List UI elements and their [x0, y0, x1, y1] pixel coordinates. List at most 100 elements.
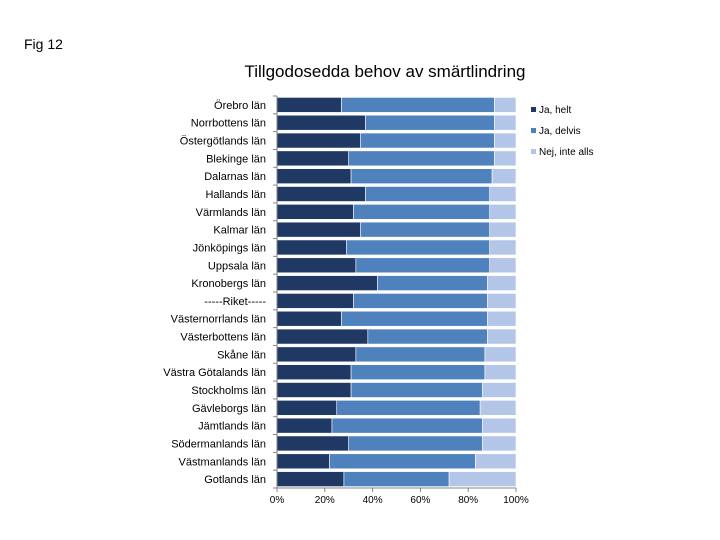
bar-segment-1-row-18 — [276, 400, 338, 416]
bar-segment-3-row-12 — [487, 293, 517, 309]
bar-segment-1-row-17 — [276, 382, 352, 398]
bar-segment-1-row-10 — [276, 257, 357, 274]
x-tick-label: 60% — [410, 495, 430, 506]
bar-segment-3-row-1 — [494, 97, 517, 113]
legend-swatch — [531, 149, 536, 154]
x-tick-label: 100% — [503, 495, 529, 506]
bar-segment-2-row-10 — [355, 257, 491, 274]
x-tick-label: 80% — [458, 495, 478, 506]
legend-label: Nej, inte alls — [539, 147, 593, 158]
bar-segment-1-row-19 — [276, 417, 333, 434]
category-label: Gotlands län — [204, 474, 266, 486]
bar-segment-3-row-18 — [479, 400, 517, 416]
bar-segment-3-row-13 — [487, 310, 517, 327]
bar-segment-2-row-12 — [353, 293, 488, 309]
bar-segment-2-row-20 — [348, 435, 483, 452]
category-label: Västernorrlands län — [171, 314, 266, 326]
category-label: Kronobergs län — [191, 278, 266, 290]
bar-segment-3-row-10 — [489, 257, 517, 274]
bar-segment-3-row-14 — [487, 328, 517, 345]
bar-segment-2-row-22 — [343, 471, 450, 487]
category-label: Örebro län — [214, 100, 266, 112]
x-tick-label: 40% — [363, 495, 383, 506]
bar-segment-1-row-7 — [276, 204, 354, 220]
bar-segment-1-row-22 — [276, 471, 345, 487]
bar-segment-1-row-1 — [276, 97, 342, 113]
category-label: Norrbottens län — [191, 118, 266, 130]
bar-segment-2-row-1 — [341, 97, 495, 113]
bar-segment-3-row-7 — [489, 204, 517, 220]
bar-segment-1-row-14 — [276, 328, 369, 345]
legend-label: Ja, helt — [539, 105, 571, 116]
bar-segment-3-row-20 — [482, 435, 517, 452]
category-label: Skåne län — [217, 349, 266, 361]
bar-segment-1-row-11 — [276, 275, 378, 291]
bar-segment-1-row-8 — [276, 221, 361, 238]
category-label: Stockholms län — [191, 385, 266, 397]
bar-segment-3-row-3 — [494, 132, 517, 149]
bar-segment-2-row-19 — [331, 417, 483, 434]
bar-segment-3-row-22 — [448, 471, 517, 487]
x-tick-label: 20% — [315, 495, 335, 506]
legend-swatch — [531, 107, 536, 112]
category-label: Västmanlands län — [179, 456, 266, 468]
category-label: Blekinge län — [206, 153, 266, 165]
category-label: Jönköpings län — [193, 242, 266, 254]
chart-title: Tillgodosedda behov av smärtlindring — [244, 62, 526, 81]
category-label: Hallands län — [205, 189, 266, 201]
category-label: Västerbottens län — [180, 332, 266, 344]
bar-segment-3-row-17 — [482, 382, 517, 398]
bar-segment-1-row-2 — [276, 114, 366, 131]
bar-segment-2-row-8 — [360, 221, 491, 238]
legend-label: Ja, delvis — [539, 126, 581, 137]
bar-segment-2-row-7 — [353, 204, 491, 220]
bar-segment-3-row-2 — [494, 114, 517, 131]
bar-segment-2-row-16 — [350, 364, 486, 380]
bar-segment-1-row-3 — [276, 132, 361, 149]
bar-segment-2-row-9 — [346, 239, 491, 256]
category-label: -----Riket----- — [204, 296, 266, 308]
bar-segment-1-row-20 — [276, 435, 349, 452]
bar-segment-3-row-16 — [484, 364, 517, 380]
bar-segment-1-row-4 — [276, 150, 349, 167]
category-label: Södermanlands län — [171, 438, 266, 450]
legend-swatch — [531, 128, 536, 133]
bar-segment-3-row-5 — [491, 168, 517, 184]
bar-segment-1-row-5 — [276, 168, 352, 184]
bar-segment-2-row-11 — [377, 275, 488, 291]
bar-segment-1-row-9 — [276, 239, 347, 256]
bar-segment-1-row-21 — [276, 453, 330, 470]
category-label: Jämtlands län — [198, 421, 266, 433]
bar-segment-1-row-13 — [276, 310, 342, 327]
bar-segment-2-row-21 — [329, 453, 476, 470]
bar-segment-2-row-15 — [355, 346, 486, 363]
x-tick-label: 0% — [270, 495, 285, 506]
bar-segment-3-row-6 — [489, 186, 517, 202]
bar-segment-3-row-15 — [484, 346, 517, 363]
bar-segment-3-row-19 — [482, 417, 517, 434]
bar-segment-2-row-2 — [365, 114, 495, 131]
bar-segment-2-row-4 — [348, 150, 495, 167]
bar-segment-3-row-21 — [475, 453, 517, 470]
category-label: Värmlands län — [196, 207, 266, 219]
bar-segment-2-row-6 — [365, 186, 491, 202]
bar-segment-3-row-11 — [487, 275, 517, 291]
category-label: Östergötlands län — [180, 136, 266, 148]
category-label: Gävleborgs län — [192, 403, 266, 415]
bar-segment-1-row-6 — [276, 186, 366, 202]
bar-segment-2-row-17 — [350, 382, 483, 398]
bar-segment-3-row-4 — [494, 150, 517, 167]
bar-segment-2-row-5 — [350, 168, 493, 184]
bar-segment-1-row-15 — [276, 346, 357, 363]
bar-segment-3-row-8 — [489, 221, 517, 238]
bar-segment-1-row-16 — [276, 364, 352, 380]
category-label: Västra Götalands län — [163, 367, 266, 379]
figure-label: Fig 12 — [24, 36, 63, 52]
category-label: Kalmar län — [213, 225, 266, 237]
category-label: Uppsala län — [208, 260, 266, 272]
bar-segment-2-row-14 — [367, 328, 488, 345]
bar-segment-2-row-13 — [341, 310, 488, 327]
bar-segment-2-row-3 — [360, 132, 495, 149]
bar-segment-3-row-9 — [489, 239, 517, 256]
